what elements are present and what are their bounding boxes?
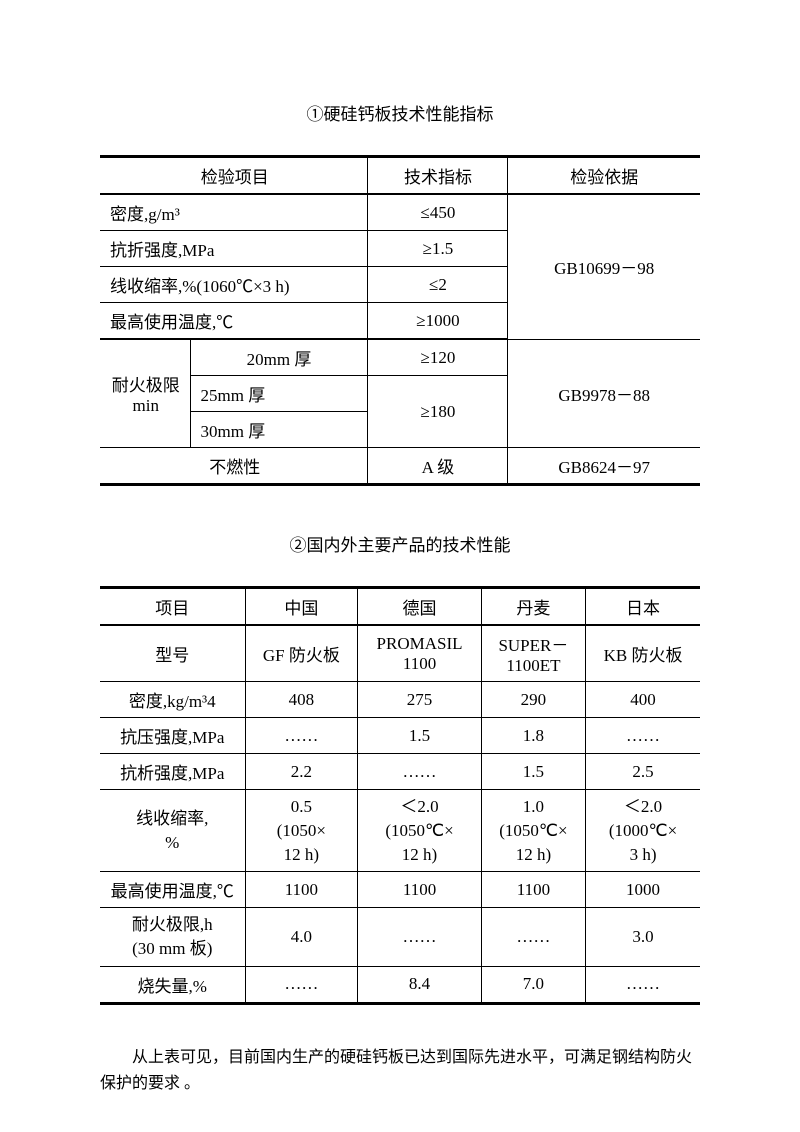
- t1-r5-val: ≥120: [368, 339, 508, 376]
- t2-maxtemp-china: 1100: [245, 872, 358, 908]
- t1-r2-label: 抗折强度,MPa: [100, 231, 368, 267]
- footer-paragraph: 从上表可见，目前国内生产的硬硅钙板已达到国际先进水平，可满足钢结构防火保护的要求…: [100, 1045, 700, 1096]
- t2-flexural-label: 抗析强度,MPa: [100, 754, 245, 790]
- table-2: 项目 中国 德国 丹麦 日本 型号 GF 防火板 PROMASIL1100 SU…: [100, 586, 700, 1005]
- table-1: 检验项目 技术指标 检验依据 密度,g/m³ ≤450 GB10699－98 抗…: [100, 155, 700, 486]
- t1-r3-value: ≤2: [368, 267, 508, 303]
- t1-header-col2: 技术指标: [368, 157, 508, 195]
- t2-model-china: GF 防火板: [245, 625, 358, 682]
- t1-r3-label: 线收缩率,%(1060℃×3 h): [100, 267, 368, 303]
- t2-maxtemp-germany: 1100: [358, 872, 482, 908]
- t2-flexural-japan: 2.5: [586, 754, 700, 790]
- t2-firelimit-china: 4.0: [245, 908, 358, 967]
- t2-flexural-germany: ……: [358, 754, 482, 790]
- section-title-2: ②国内外主要产品的技术性能: [100, 531, 700, 556]
- t2-compress-germany: 1.5: [358, 718, 482, 754]
- t2-flexural-china: 2.2: [245, 754, 358, 790]
- t2-h-col3: 德国: [358, 588, 482, 626]
- t1-r5-sub: 20mm 厚: [190, 339, 368, 376]
- t1-firelimit-group: 耐火极限min: [100, 339, 190, 448]
- t2-shrinkage-denmark: 1.0(1050℃×12 h): [481, 790, 585, 872]
- t2-shrinkage-germany: ＜2.0(1050℃×12 h): [358, 790, 482, 872]
- t2-loss-germany: 8.4: [358, 966, 482, 1003]
- t2-loss-label: 烧失量,%: [100, 966, 245, 1003]
- t2-maxtemp-japan: 1000: [586, 872, 700, 908]
- t2-density-denmark: 290: [481, 682, 585, 718]
- t1-r1-value: ≤450: [368, 194, 508, 231]
- t2-compress-japan: ……: [586, 718, 700, 754]
- t1-r6-sub: 25mm 厚: [190, 376, 368, 412]
- t1-basis2: GB9978－88: [508, 339, 700, 448]
- t2-shrinkage-japan: ＜2.0(1000℃×3 h): [586, 790, 700, 872]
- t2-density-label: 密度,kg/m³4: [100, 682, 245, 718]
- t2-model-germany: PROMASIL1100: [358, 625, 482, 682]
- t2-shrinkage-label: 线收缩率,%: [100, 790, 245, 872]
- t1-r6-val: ≥180: [368, 376, 508, 448]
- t2-firelimit-germany: ……: [358, 908, 482, 967]
- t1-header-col1: 检验项目: [100, 157, 368, 195]
- t2-loss-denmark: 7.0: [481, 966, 585, 1003]
- t2-firelimit-label: 耐火极限,h(30 mm 板): [100, 908, 245, 967]
- t1-r4-label: 最高使用温度,℃: [100, 303, 368, 340]
- section-title-1: ①硬硅钙板技术性能指标: [100, 100, 700, 125]
- t1-r4-value: ≥1000: [368, 303, 508, 340]
- t2-maxtemp-denmark: 1100: [481, 872, 585, 908]
- t2-density-germany: 275: [358, 682, 482, 718]
- t1-header-col3: 检验依据: [508, 157, 700, 195]
- t2-loss-china: ……: [245, 966, 358, 1003]
- t2-compress-china: ……: [245, 718, 358, 754]
- t2-model-denmark: SUPER－1100ET: [481, 625, 585, 682]
- t2-h-col1: 项目: [100, 588, 245, 626]
- t2-maxtemp-label: 最高使用温度,℃: [100, 872, 245, 908]
- t2-shrinkage-china: 0.5(1050×12 h): [245, 790, 358, 872]
- t2-firelimit-denmark: ……: [481, 908, 585, 967]
- t2-density-china: 408: [245, 682, 358, 718]
- t1-r7-sub: 30mm 厚: [190, 412, 368, 448]
- t2-model-japan: KB 防火板: [586, 625, 700, 682]
- t2-model-label: 型号: [100, 625, 245, 682]
- t2-h-col4: 丹麦: [481, 588, 585, 626]
- t2-loss-japan: ……: [586, 966, 700, 1003]
- t1-basis3: GB8624－97: [508, 448, 700, 485]
- t2-compress-label: 抗压强度,MPa: [100, 718, 245, 754]
- t2-flexural-denmark: 1.5: [481, 754, 585, 790]
- t2-h-col2: 中国: [245, 588, 358, 626]
- t2-compress-denmark: 1.8: [481, 718, 585, 754]
- t2-firelimit-japan: 3.0: [586, 908, 700, 967]
- t1-r8-value: A 级: [368, 448, 508, 485]
- t2-h-col5: 日本: [586, 588, 700, 626]
- t1-r8-label: 不燃性: [100, 448, 368, 485]
- t1-r1-label: 密度,g/m³: [100, 194, 368, 231]
- t2-density-japan: 400: [586, 682, 700, 718]
- t1-basis1: GB10699－98: [508, 194, 700, 339]
- t1-r2-value: ≥1.5: [368, 231, 508, 267]
